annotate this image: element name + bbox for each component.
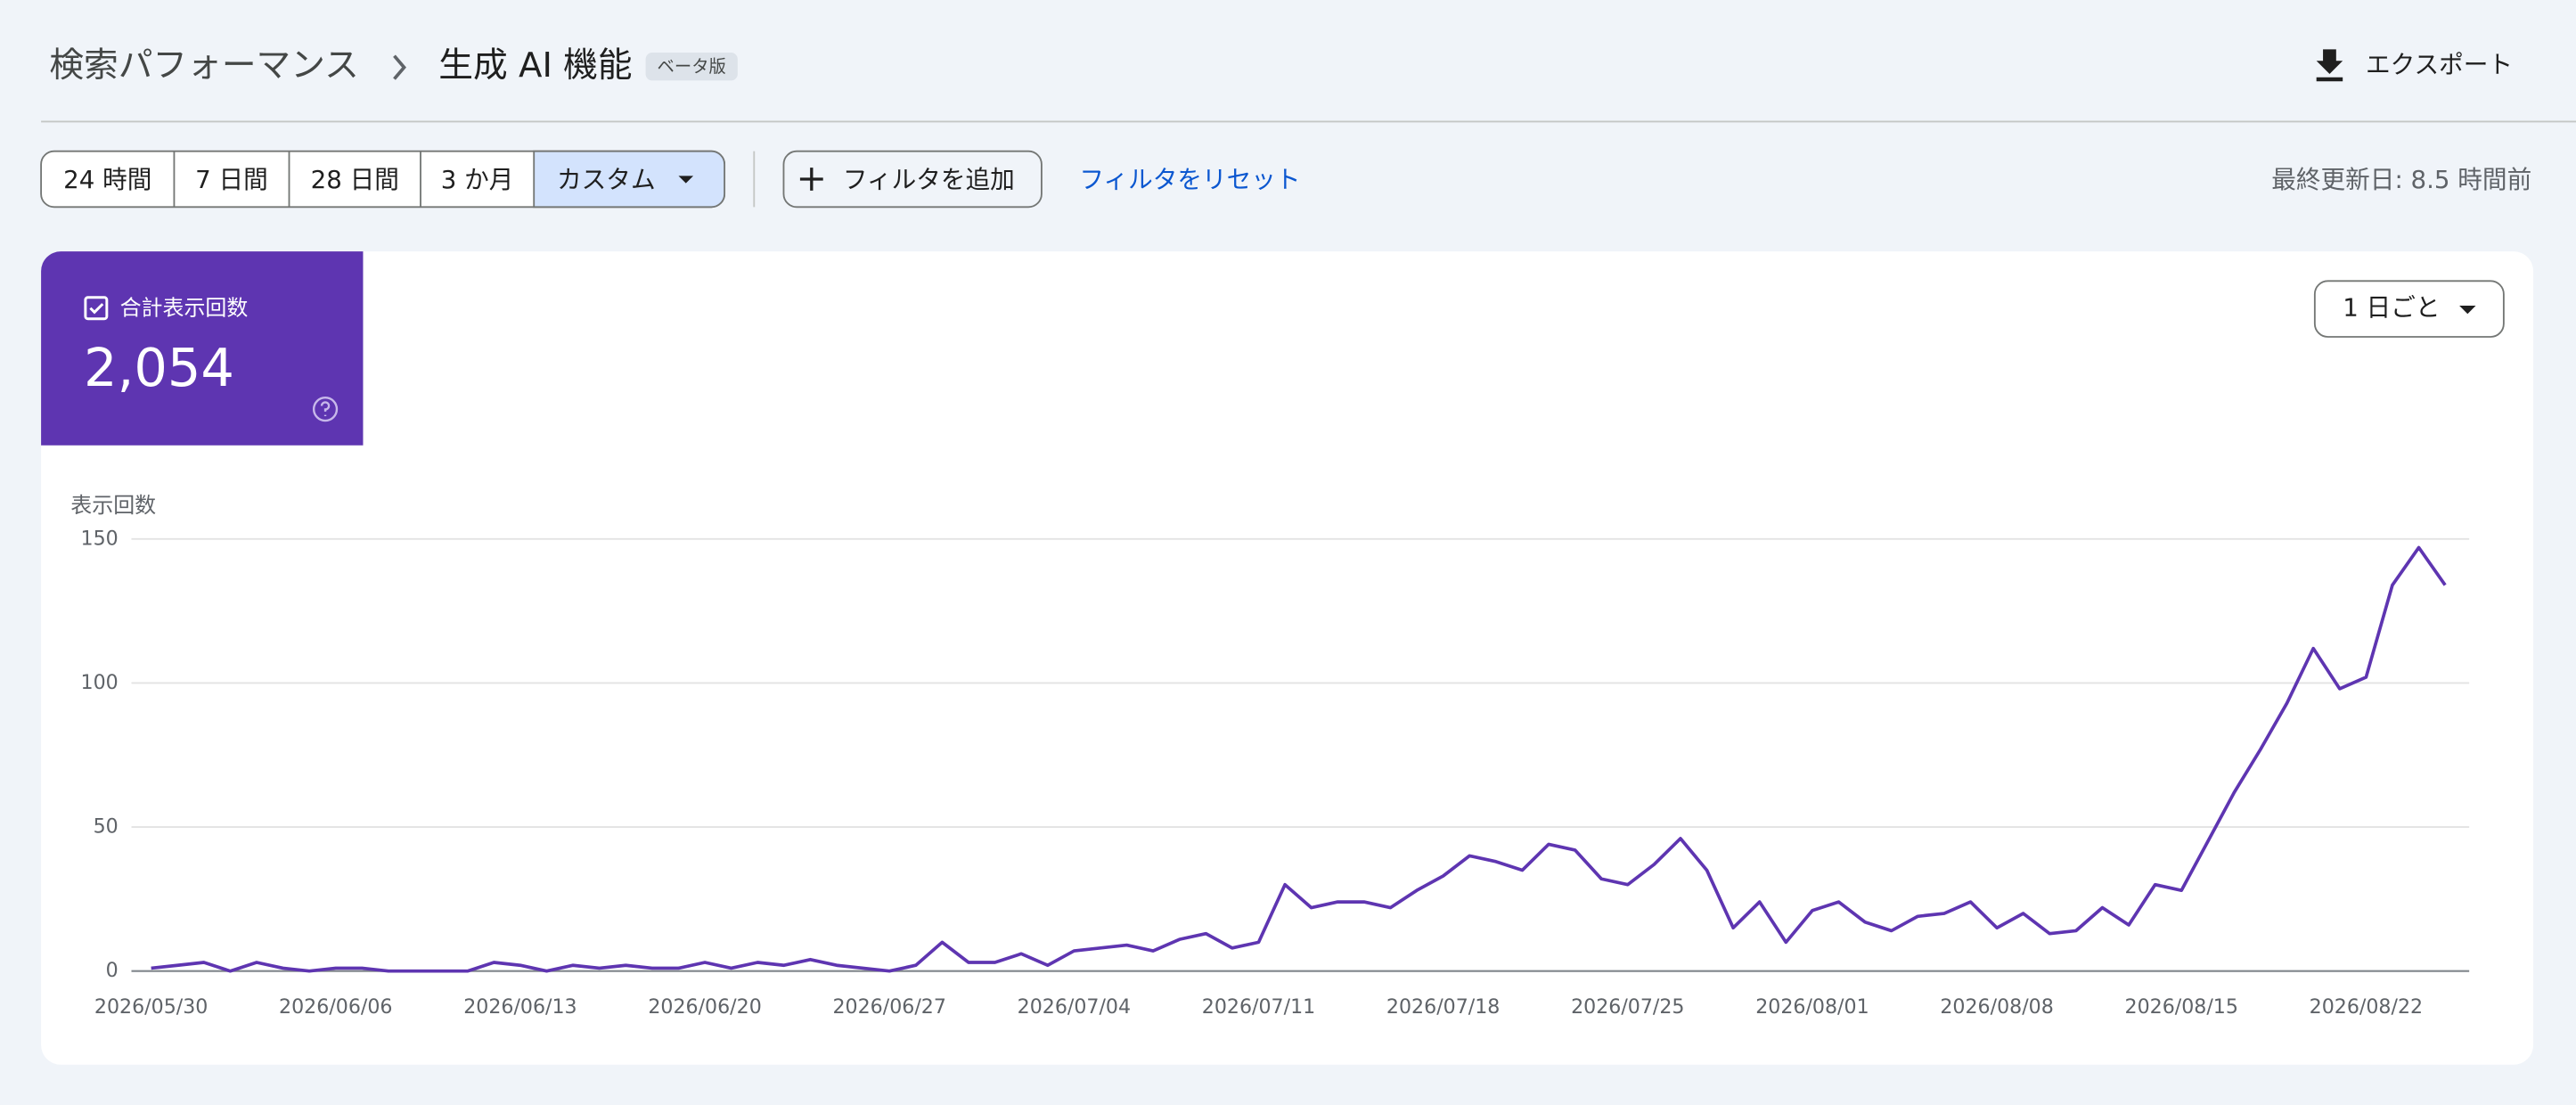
chart-card (41, 251, 2534, 1065)
y-tick-label: 50 (94, 815, 119, 839)
x-tick-label: 2026/06/27 (832, 995, 945, 1019)
granularity-label[interactable]: 1 日ごと (2343, 293, 2440, 323)
metric-value: 2,054 (84, 337, 234, 398)
series-line (151, 545, 2447, 973)
add-filter-button[interactable] (782, 150, 1043, 209)
range-button[interactable]: 7 日間 (195, 165, 268, 194)
x-tick-label: 2026/08/08 (1940, 995, 2053, 1019)
x-tick-label: 2026/06/13 (463, 995, 577, 1019)
y-tick-label: 0 (106, 959, 119, 982)
checkmark (89, 303, 104, 315)
chevron (393, 54, 406, 80)
x-tick-label: 2026/08/22 (2310, 995, 2423, 1019)
range-button[interactable]: 3 か月 (441, 165, 514, 194)
metric-tile[interactable] (41, 251, 364, 446)
x-tick-label: 2026/08/15 (2125, 995, 2238, 1019)
plus-icon (799, 168, 823, 191)
x-tick-label: 2026/07/04 (1018, 995, 1131, 1019)
x-tick-label: 2026/07/11 (1202, 995, 1315, 1019)
add-filter-label[interactable]: フィルタを追加 (843, 165, 1015, 194)
checkbox[interactable] (84, 296, 109, 321)
range-button[interactable]: 24 時間 (63, 165, 151, 194)
export-label[interactable]: エクスポート (2366, 50, 2513, 79)
export-icon (2316, 49, 2343, 82)
breadcrumb-root[interactable]: 検索パフォーマンス (49, 45, 359, 86)
x-tick-label: 2026/05/30 (94, 995, 208, 1019)
range-selected (533, 150, 726, 209)
reset-filter-link[interactable]: フィルタをリセット (1079, 165, 1300, 194)
granularity-button[interactable] (2313, 280, 2505, 338)
range-button[interactable]: 28 日間 (311, 165, 399, 194)
breadcrumb-current: 生成 AI 機能 (438, 45, 632, 86)
x-tick-label: 2026/06/06 (279, 995, 392, 1019)
x-tick-label: 2026/07/25 (1571, 995, 1684, 1019)
dropdown-arrow (2459, 305, 2476, 315)
x-tick-label: 2026/06/20 (648, 995, 761, 1019)
badge-bg (645, 53, 738, 81)
x-tick-label: 2026/07/18 (1386, 995, 1500, 1019)
badge: ベータ版 (658, 56, 726, 77)
metric-label: 合計表示回数 (120, 296, 249, 321)
range-dropdown-arrow (678, 176, 694, 184)
x-tick-label: 2026/08/01 (1755, 995, 1869, 1019)
range-button[interactable]: カスタム (557, 165, 656, 194)
help-glyph (320, 401, 331, 417)
y-tick-label: 150 (81, 527, 119, 550)
help-circle (312, 397, 339, 422)
last-updated: 最終更新日: 8.5 時間前 (2271, 165, 2531, 194)
y-tick-label: 100 (81, 671, 119, 694)
y-axis-label: 表示回数 (70, 493, 156, 518)
help-icon[interactable] (312, 397, 339, 422)
export-button[interactable]: エクスポート (2316, 49, 2513, 82)
